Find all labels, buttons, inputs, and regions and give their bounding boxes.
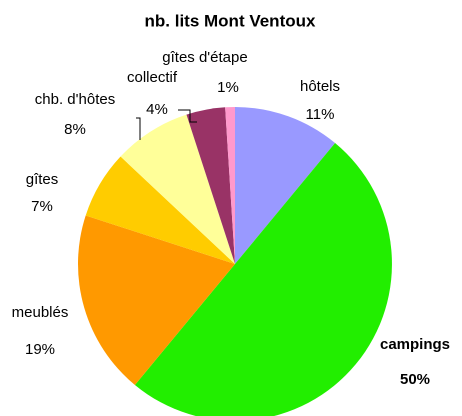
pie-slice [134, 143, 392, 416]
slice-value-label: 1% [217, 79, 239, 96]
slice-label: campings [380, 336, 450, 353]
slice-label: gîtes d'étape [162, 49, 247, 66]
leader-line [136, 117, 141, 140]
leader-line [178, 109, 197, 123]
pie-slice [235, 107, 336, 264]
slice-value-label: 7% [31, 198, 53, 215]
slice-label: chb. d'hôtes [35, 91, 115, 108]
pie-slice [120, 114, 235, 264]
slice-label: hôtels [300, 78, 340, 95]
pie-slice [77, 215, 235, 385]
slice-label: gîtes [26, 171, 59, 188]
pie [77, 107, 392, 416]
pie-slice [225, 107, 235, 264]
slice-value-label: 4% [146, 101, 168, 118]
slice-label: meublés [12, 304, 69, 321]
slice-value-label: 19% [25, 341, 55, 358]
slice-value-label: 50% [400, 371, 430, 388]
chart-title: nb. lits Mont Ventoux [145, 11, 316, 30]
slice-value-label: 11% [306, 106, 335, 123]
slice-value-label: 8% [64, 121, 86, 138]
pie-slice [85, 156, 235, 264]
slice-label: collectif [127, 69, 178, 86]
pie-slice [186, 107, 235, 264]
